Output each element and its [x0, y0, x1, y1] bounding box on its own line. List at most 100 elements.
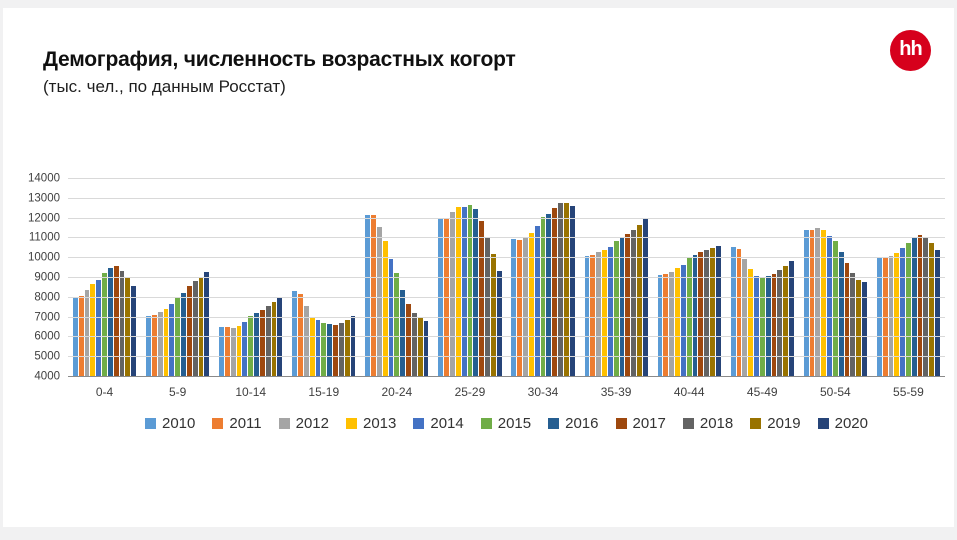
gridline-9000 [68, 277, 945, 278]
bar-2010-45-49 [730, 246, 736, 377]
bar-2015-25-29 [467, 205, 473, 377]
bar-2010-5-9 [146, 316, 151, 377]
legend-item-2012: 2012 [278, 415, 329, 432]
bar-2011-5-9 [151, 315, 157, 377]
legend-label-2018: 2018 [699, 415, 734, 432]
bar-2014-25-29 [461, 206, 467, 377]
bar-2013-50-54 [821, 229, 827, 377]
legend-swatch-2014 [413, 418, 425, 429]
bar-2018-55-59 [923, 237, 929, 377]
y-tick-label-9000: 9000 [34, 271, 60, 284]
legend-label-2012: 2012 [295, 415, 329, 432]
bar-2019-20-24 [417, 318, 423, 377]
bar-2011-10-14 [224, 326, 230, 377]
bar-2019-50-54 [856, 279, 862, 377]
bar-cluster-10-14 [214, 178, 287, 377]
bar-cluster-50-54 [799, 178, 872, 377]
bar-2019-30-34 [563, 202, 569, 377]
bar-2020-20-24 [423, 321, 429, 377]
bar-2019-10-14 [271, 301, 277, 377]
bar-2011-30-34 [517, 239, 523, 377]
legend-label-2016: 2016 [565, 415, 599, 432]
legend-item-2017: 2017 [615, 415, 666, 432]
bar-2017-40-44 [698, 251, 704, 377]
bar-2017-15-19 [333, 325, 338, 377]
bar-2018-0-4 [119, 270, 125, 377]
legend-swatch-2018 [682, 418, 694, 429]
y-tick-label-8000: 8000 [34, 291, 60, 304]
x-axis: 0-4 5-9 10-14 15-19 20-24 25-29 30-34 35-39 40-4… [68, 385, 945, 399]
x-axis-label-0-4: 0-4 [95, 385, 114, 399]
bar-2020-5-9 [204, 271, 210, 377]
bar-2020-0-4 [131, 286, 137, 377]
legend-label-2014: 2014 [430, 415, 464, 432]
bar-2012-15-19 [303, 306, 309, 377]
bar-2020-15-19 [350, 315, 356, 377]
page-title: Демография, численность возрастных когор… [43, 48, 516, 71]
bar-2016-30-34 [546, 213, 552, 377]
legend-label-2017: 2017 [632, 415, 666, 432]
x-axis-label-5-9: 5-9 [168, 385, 187, 399]
bar-cluster-20-24 [360, 178, 433, 377]
bar-2017-45-49 [771, 273, 777, 377]
legend-swatch-2019 [750, 418, 762, 429]
legend-swatch-2016 [548, 418, 560, 429]
bar-2014-50-54 [827, 235, 832, 377]
bar-2018-30-34 [558, 202, 563, 377]
bar-2014-30-34 [534, 225, 540, 377]
x-axis-label-20-24: 20-24 [381, 385, 413, 399]
bar-2010-15-19 [292, 290, 298, 377]
bar-2018-25-29 [485, 236, 490, 377]
legend-swatch-2017 [615, 418, 627, 429]
hh-logo-text: hh [899, 38, 922, 60]
bar-2019-40-44 [710, 248, 715, 377]
bar-2011-35-39 [590, 254, 596, 377]
page-subtitle: (тыс. чел., по данным Росстат) [43, 77, 286, 96]
legend-item-2015: 2015 [480, 416, 531, 431]
bar-2013-15-19 [309, 316, 315, 377]
x-axis-label-25-29: 25-29 [454, 385, 486, 399]
legend-swatch-2012 [278, 418, 290, 429]
y-tick-label-11000: 11000 [28, 231, 60, 244]
legend-swatch-2010 [144, 418, 156, 429]
bar-2018-50-54 [850, 272, 856, 377]
bar-2010-20-24 [365, 214, 371, 377]
gridline-12000 [68, 218, 945, 219]
bar-2016-10-14 [254, 313, 259, 377]
gridline-5000 [68, 356, 945, 357]
bar-2018-10-14 [265, 306, 271, 377]
y-tick-label-7000: 7000 [34, 311, 60, 324]
gridline-14000 [68, 178, 945, 179]
bar-clusters [68, 178, 945, 377]
legend-label-2010: 2010 [161, 415, 196, 432]
legend-item-2019: 2019 [750, 416, 801, 431]
y-tick-label-13000: 13000 [28, 192, 60, 205]
gridline-7000 [68, 317, 945, 318]
bar-2015-10-14 [248, 315, 254, 377]
legend-label-2011: 2011 [229, 415, 262, 432]
bar-2013-30-34 [528, 232, 534, 377]
bar-2016-45-49 [765, 276, 771, 377]
bar-2014-0-4 [96, 279, 102, 377]
bar-2013-25-29 [455, 207, 461, 377]
bar-2019-25-29 [490, 254, 496, 377]
bar-2013-35-39 [602, 249, 607, 377]
bar-2012-50-54 [815, 227, 821, 377]
bar-2019-5-9 [198, 276, 204, 377]
gridline-8000 [68, 297, 945, 298]
bar-2017-35-39 [625, 234, 631, 377]
bar-2015-55-59 [906, 242, 911, 377]
bar-2012-35-39 [596, 251, 602, 377]
bar-2018-40-44 [704, 249, 710, 377]
bar-2016-25-29 [473, 208, 479, 377]
bar-2013-20-24 [382, 241, 388, 377]
bar-2016-0-4 [107, 267, 113, 377]
bar-2018-45-49 [777, 269, 783, 377]
bar-2014-55-59 [900, 247, 905, 377]
legend: 2010 2011 2012 2013 2014 2015 2016 2017 2018 2019… [68, 416, 945, 431]
bar-2020-45-49 [788, 261, 794, 377]
legend-swatch-2011 [212, 418, 224, 429]
bar-2020-55-59 [935, 249, 940, 377]
legend-item-2020: 2020 [817, 416, 868, 431]
bar-2019-35-39 [637, 224, 642, 377]
